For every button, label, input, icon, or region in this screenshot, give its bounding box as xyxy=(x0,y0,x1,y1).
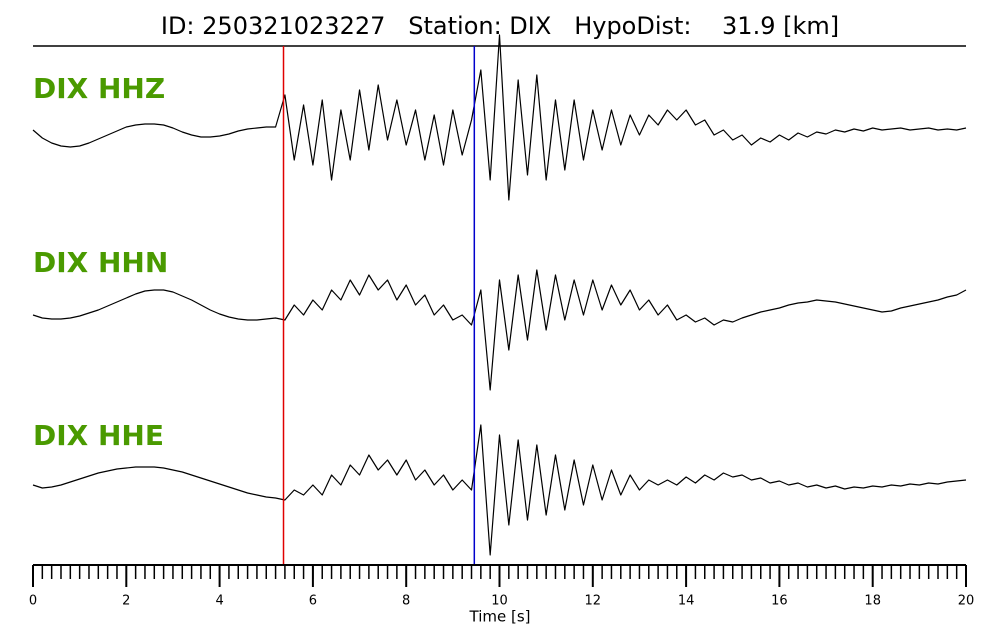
waveform xyxy=(32,424,967,556)
x-tick-label: 12 xyxy=(585,594,602,609)
x-tick-label: 20 xyxy=(958,594,975,609)
x-tick-label: 14 xyxy=(678,594,695,609)
x-tick-label: 16 xyxy=(771,594,788,609)
x-tick-label: 18 xyxy=(864,594,881,609)
waveform xyxy=(32,34,967,201)
trace-label: DIX HHE xyxy=(33,419,164,452)
x-tick-label: 6 xyxy=(309,594,317,609)
trace-label: DIX HHZ xyxy=(33,72,165,105)
x-tick-label: 10 xyxy=(491,594,508,609)
x-tick-label: 4 xyxy=(215,594,223,609)
x-tick-label: 8 xyxy=(402,594,410,609)
x-axis-label: Time [s] xyxy=(469,608,531,626)
x-tick-label: 2 xyxy=(122,594,130,609)
x-tick-label: 0 xyxy=(29,594,37,609)
trace-label: DIX HHN xyxy=(33,246,168,279)
waveform xyxy=(32,269,967,391)
